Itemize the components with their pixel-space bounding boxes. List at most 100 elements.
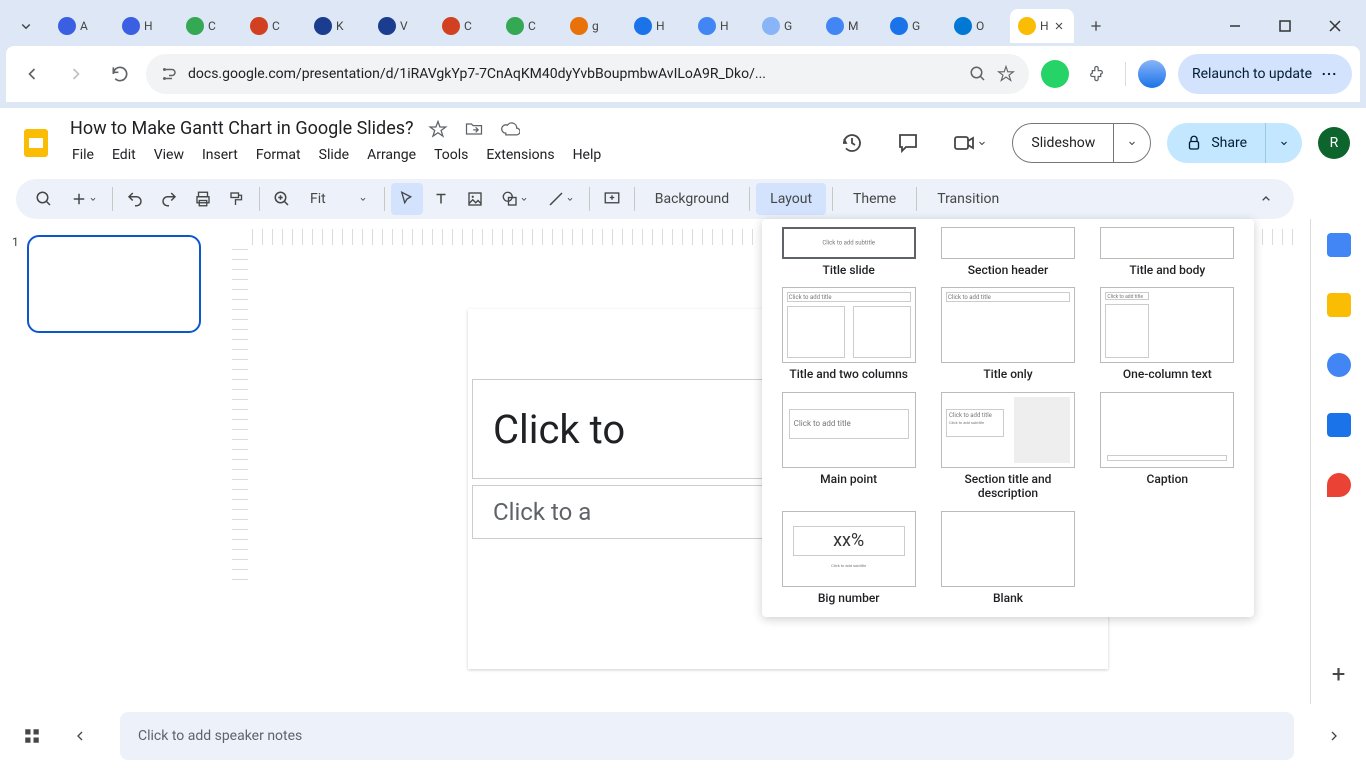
tab-search-dropdown[interactable] bbox=[8, 10, 44, 42]
browser-tab[interactable]: g bbox=[562, 9, 626, 43]
maps-icon[interactable] bbox=[1327, 473, 1351, 497]
browser-tab[interactable]: G bbox=[882, 9, 946, 43]
share-button[interactable]: Share bbox=[1167, 123, 1302, 163]
new-slide-icon[interactable] bbox=[62, 183, 106, 215]
layout-option[interactable]: Click to add titleTitle and two columns bbox=[774, 287, 923, 381]
browser-tab[interactable]: C bbox=[434, 9, 498, 43]
browser-tab[interactable]: O bbox=[946, 9, 1010, 43]
browser-tab[interactable]: H bbox=[114, 9, 178, 43]
addons-plus-icon[interactable]: + bbox=[1332, 660, 1346, 688]
prev-slide-icon[interactable] bbox=[64, 720, 96, 752]
browser-tab[interactable]: H bbox=[690, 9, 754, 43]
layout-option[interactable]: Blank bbox=[933, 511, 1082, 605]
star-icon[interactable] bbox=[428, 119, 448, 139]
calendar-icon[interactable] bbox=[1327, 233, 1351, 257]
collapse-toolbar-icon[interactable] bbox=[1250, 183, 1282, 215]
menu-extensions[interactable]: Extensions bbox=[478, 143, 562, 167]
menu-arrange[interactable]: Arrange bbox=[359, 143, 424, 167]
zoom-select[interactable]: Fit bbox=[300, 191, 378, 207]
browser-tab[interactable]: K bbox=[306, 9, 370, 43]
account-avatar[interactable]: R bbox=[1318, 127, 1350, 159]
slides-logo-icon[interactable] bbox=[16, 123, 56, 163]
select-tool-icon[interactable] bbox=[391, 183, 423, 215]
extension-whatsapp-icon[interactable] bbox=[1037, 56, 1073, 92]
browser-tab[interactable]: M bbox=[818, 9, 882, 43]
search-menus-icon[interactable] bbox=[28, 183, 60, 215]
browser-tab[interactable]: V bbox=[370, 9, 434, 43]
menu-insert[interactable]: Insert bbox=[194, 143, 246, 167]
paint-format-icon[interactable] bbox=[221, 183, 253, 215]
image-tool-icon[interactable] bbox=[459, 183, 491, 215]
layout-option[interactable]: Title and body bbox=[1093, 227, 1242, 277]
new-tab-button[interactable] bbox=[1080, 9, 1144, 43]
maximize-button[interactable] bbox=[1262, 10, 1308, 42]
layout-button[interactable]: Layout bbox=[756, 183, 826, 215]
next-slide-icon[interactable] bbox=[1318, 720, 1350, 752]
layout-option[interactable]: Section header bbox=[933, 227, 1082, 277]
slideshow-dropdown[interactable] bbox=[1114, 137, 1150, 149]
browser-tab[interactable]: A bbox=[50, 9, 114, 43]
tasks-icon[interactable] bbox=[1327, 353, 1351, 377]
browser-tab[interactable]: C bbox=[498, 9, 562, 43]
menu-file[interactable]: File bbox=[64, 143, 102, 167]
comment-add-icon[interactable] bbox=[596, 183, 628, 215]
undo-icon[interactable] bbox=[119, 183, 151, 215]
browser-tab[interactable]: C bbox=[178, 9, 242, 43]
profile-avatar-icon[interactable] bbox=[1134, 56, 1170, 92]
slideshow-button[interactable]: Slideshow bbox=[1012, 123, 1151, 163]
back-button[interactable] bbox=[14, 56, 50, 92]
meet-icon[interactable] bbox=[944, 123, 996, 163]
move-folder-icon[interactable] bbox=[464, 119, 484, 139]
zoom-tool-icon[interactable] bbox=[266, 183, 298, 215]
transition-button[interactable]: Transition bbox=[923, 183, 1013, 215]
theme-button[interactable]: Theme bbox=[839, 183, 910, 215]
speaker-notes[interactable]: Click to add speaker notes bbox=[120, 712, 1294, 760]
relaunch-button[interactable]: Relaunch to update bbox=[1178, 54, 1352, 94]
menu-view[interactable]: View bbox=[146, 143, 192, 167]
layout-option[interactable]: xx%Click to add subtitleBig number bbox=[774, 511, 923, 605]
layout-option[interactable]: Click to add subtitleTitle slide bbox=[774, 227, 923, 277]
zoom-url-icon[interactable] bbox=[969, 65, 987, 83]
close-tab-icon[interactable] bbox=[1053, 20, 1065, 32]
cloud-status-icon[interactable] bbox=[500, 119, 520, 139]
bookmark-star-icon[interactable] bbox=[997, 65, 1015, 83]
browser-tab[interactable]: C bbox=[242, 9, 306, 43]
line-tool-icon[interactable] bbox=[539, 183, 583, 215]
print-icon[interactable] bbox=[187, 183, 219, 215]
browser-tab[interactable]: G bbox=[754, 9, 818, 43]
site-info-icon[interactable] bbox=[160, 65, 178, 83]
address-bar[interactable]: docs.google.com/presentation/d/1iRAVgkYp… bbox=[146, 54, 1029, 94]
menu-tools[interactable]: Tools bbox=[426, 143, 476, 167]
textbox-tool-icon[interactable] bbox=[425, 183, 457, 215]
menu-help[interactable]: Help bbox=[565, 143, 610, 167]
layout-option[interactable]: Click to add titleClick to add subtitleS… bbox=[933, 392, 1082, 501]
tab-label: g bbox=[592, 19, 599, 33]
redo-icon[interactable] bbox=[153, 183, 185, 215]
layout-option[interactable]: Caption bbox=[1093, 392, 1242, 501]
grid-view-icon[interactable] bbox=[16, 720, 48, 752]
shape-tool-icon[interactable] bbox=[493, 183, 537, 215]
slide-thumbnail[interactable]: 1 bbox=[12, 235, 220, 333]
extensions-puzzle-icon[interactable] bbox=[1081, 56, 1117, 92]
comments-icon[interactable] bbox=[888, 123, 928, 163]
forward-button[interactable] bbox=[58, 56, 94, 92]
share-dropdown[interactable] bbox=[1265, 123, 1302, 163]
close-window-button[interactable] bbox=[1312, 10, 1358, 42]
document-title[interactable]: How to Make Gantt Chart in Google Slides… bbox=[64, 116, 420, 141]
contacts-icon[interactable] bbox=[1327, 413, 1351, 437]
menu-format[interactable]: Format bbox=[248, 143, 309, 167]
layout-option[interactable]: Click to add titleTitle only bbox=[933, 287, 1082, 381]
minimize-button[interactable] bbox=[1212, 10, 1258, 42]
canvas-area[interactable]: Click to Click to a Click to add subtitl… bbox=[232, 219, 1310, 704]
browser-tab[interactable]: H bbox=[626, 9, 690, 43]
tab-label: C bbox=[272, 19, 280, 33]
menu-slide[interactable]: Slide bbox=[311, 143, 357, 167]
menu-edit[interactable]: Edit bbox=[104, 143, 144, 167]
reload-button[interactable] bbox=[102, 56, 138, 92]
browser-tab[interactable]: H bbox=[1010, 9, 1074, 43]
history-icon[interactable] bbox=[832, 123, 872, 163]
layout-option[interactable]: Click to add titleMain point bbox=[774, 392, 923, 501]
layout-option[interactable]: Click to add titleOne-column text bbox=[1093, 287, 1242, 381]
background-button[interactable]: Background bbox=[641, 183, 743, 215]
keep-icon[interactable] bbox=[1327, 293, 1351, 317]
